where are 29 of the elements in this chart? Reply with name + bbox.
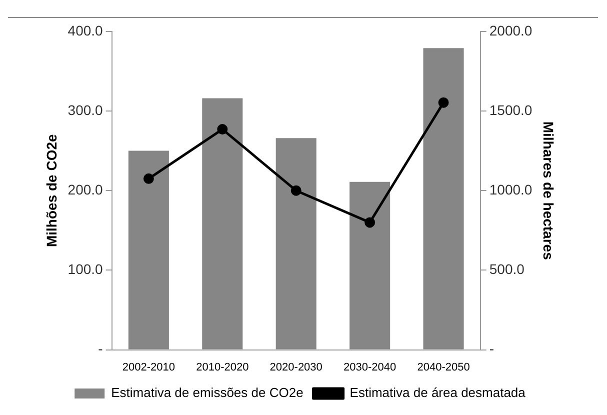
y2-tick-label: - [489,340,494,357]
y2-tick-label: 1000.0 [489,181,532,198]
y2-tick-label: 500.0 [489,261,525,278]
bar [276,138,316,350]
y-tick-label: 100.0 [68,261,104,278]
legend-label: Estimativa de área desmatada [350,385,526,400]
x-tick-label: 2040-2050 [417,361,470,374]
legend-label: Estimativa de emissões de CO2e [111,385,304,400]
y-tick-label: 400.0 [68,22,104,38]
point [290,185,302,196]
bar [350,182,390,350]
y-axis-title: Milhões de CO2e [43,134,60,248]
point [364,217,376,228]
bar [202,98,243,350]
y-tick-label: - [98,340,104,357]
point [143,173,154,184]
x-tick-label: 2030-2040 [344,361,396,374]
x-tick-label: 2020-2030 [270,361,322,374]
point [217,124,228,135]
bar [423,48,464,350]
y2-tick-label: 2000.0 [489,22,532,38]
bar [128,150,169,350]
y2-axis-title: Milhares de hectares [540,121,557,260]
y-tick-label: 300.0 [68,102,104,118]
y2-tick-label: 1500.0 [489,102,532,118]
y-tick-label: 200.0 [68,181,104,198]
x-tick-label: 2002-2010 [122,361,175,374]
x-tick-label: 2010-2020 [196,361,249,374]
point [438,97,449,108]
